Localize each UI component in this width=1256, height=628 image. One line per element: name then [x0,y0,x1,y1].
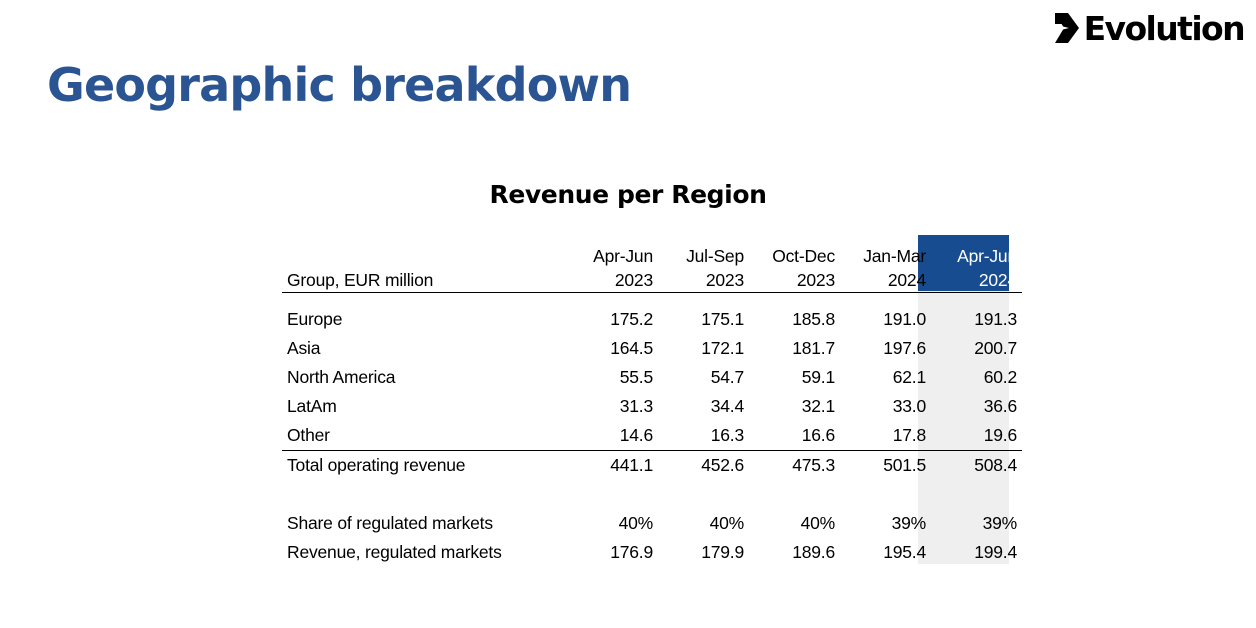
column-header-year: 2023 [567,267,658,293]
table-cell: 16.3 [658,421,749,451]
table-row-north-america: North America 55.5 54.7 59.1 62.1 60.2 [282,363,1022,392]
table-cell: 40% [618,513,654,533]
column-header-period: Oct-Dec [772,246,835,266]
table-cell: 59.1 [801,367,835,387]
table-cell: 164.5 [610,338,653,358]
column-header-period: Jul-Sep [686,246,744,266]
row-label: Revenue, regulated markets [287,542,502,562]
table-cell: 172.1 [701,338,744,358]
table-title: Revenue per Region [489,180,767,209]
table-cell: 441.1 [610,455,653,475]
table-row-europe: Europe 175.2 175.1 185.8 191.0 191.3 [282,305,1022,334]
table-cell: 39% [891,513,927,533]
row-header-label: Group, EUR million [282,267,567,293]
table-row-total: Total operating revenue 441.1 452.6 475.… [282,451,1022,481]
spacer-row [282,480,1022,509]
revenue-table: Apr-Jun Jul-Sep Oct-Dec Jan-Mar Apr-Jun … [282,242,1022,567]
table-cell: 199.4 [974,542,1017,562]
table-cell: 55.5 [619,367,653,387]
table-cell: 36.6 [983,396,1017,416]
table-cell: 54.7 [710,367,744,387]
table-cell: 17.8 [840,421,931,451]
brand-name: Evolution [1083,8,1246,48]
table-row-other: Other 14.6 16.3 16.6 17.8 19.6 [282,421,1022,451]
table-cell: 33.0 [892,396,926,416]
row-label: Total operating revenue [287,455,466,475]
table-cell: 195.4 [883,542,926,562]
row-label: Other [282,421,567,451]
table-cell: 16.6 [749,421,840,451]
table-cell: 176.9 [610,542,653,562]
column-header-period: Apr-Jun [593,246,653,266]
page-title: Geographic breakdown [47,58,632,112]
evolution-logo-icon [1054,13,1079,43]
column-header-period: Jan-Mar [863,246,926,266]
table-cell: 62.1 [892,367,926,387]
table-cell: 475.3 [792,455,835,475]
table-cell: 14.6 [567,421,658,451]
row-label: Europe [287,309,343,329]
table-cell: 175.2 [610,309,653,329]
table-cell: 200.7 [974,338,1017,358]
table-cell: 181.7 [792,338,835,358]
table-cell: 34.4 [710,396,744,416]
table-cell: 508.4 [974,455,1017,475]
table-cell: 19.6 [931,421,1022,451]
table-row-revenue-regulated: Revenue, regulated markets 176.9 179.9 1… [282,538,1022,567]
row-label: North America [287,367,396,387]
spacer-row [282,293,1022,306]
table-cell: 189.6 [792,542,835,562]
row-label: Asia [287,338,321,358]
column-header-period-highlighted: Apr-Jun [957,246,1017,266]
table-cell: 39% [982,513,1018,533]
table-cell: 32.1 [801,396,835,416]
row-label: LatAm [287,396,337,416]
column-header-year: 2023 [658,267,749,293]
table-cell: 40% [800,513,836,533]
column-header-year: 2024 [840,267,931,293]
table-cell: 60.2 [983,367,1017,387]
column-header-year: 2023 [749,267,840,293]
table-cell: 197.6 [883,338,926,358]
evolution-logo: Evolution [1052,6,1246,50]
header-row-period: Apr-Jun Jul-Sep Oct-Dec Jan-Mar Apr-Jun [282,242,1022,267]
header-corner [282,242,567,267]
table-cell: 31.3 [619,396,653,416]
table-cell: 191.0 [883,309,926,329]
table-cell: 191.3 [974,309,1017,329]
table-cell: 40% [709,513,745,533]
table-cell: 452.6 [701,455,744,475]
table-row-share-regulated: Share of regulated markets 40% 40% 40% 3… [282,509,1022,538]
table-cell: 175.1 [701,309,744,329]
table-cell: 179.9 [701,542,744,562]
header-row-year: Group, EUR million 2023 2023 2023 2024 2… [282,267,1022,293]
table-row-latam: LatAm 31.3 34.4 32.1 33.0 36.6 [282,392,1022,421]
column-header-year-highlighted: 2024 [931,267,1022,293]
table-row-asia: Asia 164.5 172.1 181.7 197.6 200.7 [282,334,1022,363]
table-cell: 501.5 [883,455,926,475]
row-label: Share of regulated markets [287,513,493,533]
table-cell: 185.8 [792,309,835,329]
